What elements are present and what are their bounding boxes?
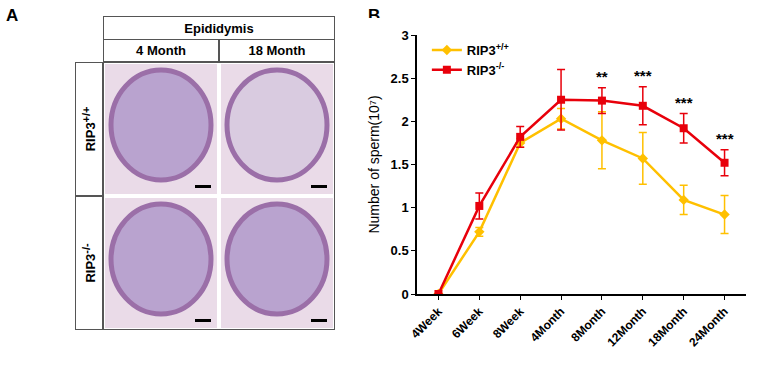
svg-text:***: ***	[634, 67, 652, 84]
svg-text:**: **	[596, 68, 608, 85]
svg-text:Number of sperm(10⁷): Number of sperm(10⁷)	[366, 95, 382, 233]
svg-text:2.5: 2.5	[391, 71, 409, 86]
svg-text:0: 0	[401, 287, 408, 302]
svg-text:18Month: 18Month	[645, 305, 690, 350]
html-text:18 Month: 18 Month	[248, 43, 306, 58]
html-text:RIP3: RIP3	[83, 122, 99, 152]
html-text:Epididymis: Epididymis	[184, 20, 254, 36]
svg-text:4Month: 4Month	[527, 305, 567, 345]
svg-text:RIP3​-/-​: RIP3​-/-​	[467, 61, 505, 77]
svg-text:RIP3​+/+​: RIP3​+/+​	[467, 42, 509, 58]
svg-text:6Week: 6Week	[449, 304, 486, 341]
svg-text:1: 1	[401, 200, 408, 215]
svg-text:***: ***	[716, 130, 734, 147]
svg-text:4Week: 4Week	[408, 304, 445, 341]
svg-text:8Week: 8Week	[490, 304, 527, 341]
svg-text:1.5: 1.5	[391, 157, 409, 172]
html-text:4 Month: 4 Month	[136, 43, 186, 58]
svg-text:24Month: 24Month	[686, 305, 731, 350]
html-text:B: B	[368, 6, 381, 25]
svg-text:***: ***	[675, 94, 693, 111]
svg-text:12Month: 12Month	[604, 305, 649, 350]
svg-text:2: 2	[401, 114, 408, 129]
svg-text:3: 3	[401, 28, 408, 43]
svg-text:8Month: 8Month	[568, 305, 608, 345]
svg-text:0.5: 0.5	[391, 243, 409, 258]
html-text:A: A	[6, 6, 19, 25]
html-text:RIP3: RIP3	[83, 253, 99, 283]
